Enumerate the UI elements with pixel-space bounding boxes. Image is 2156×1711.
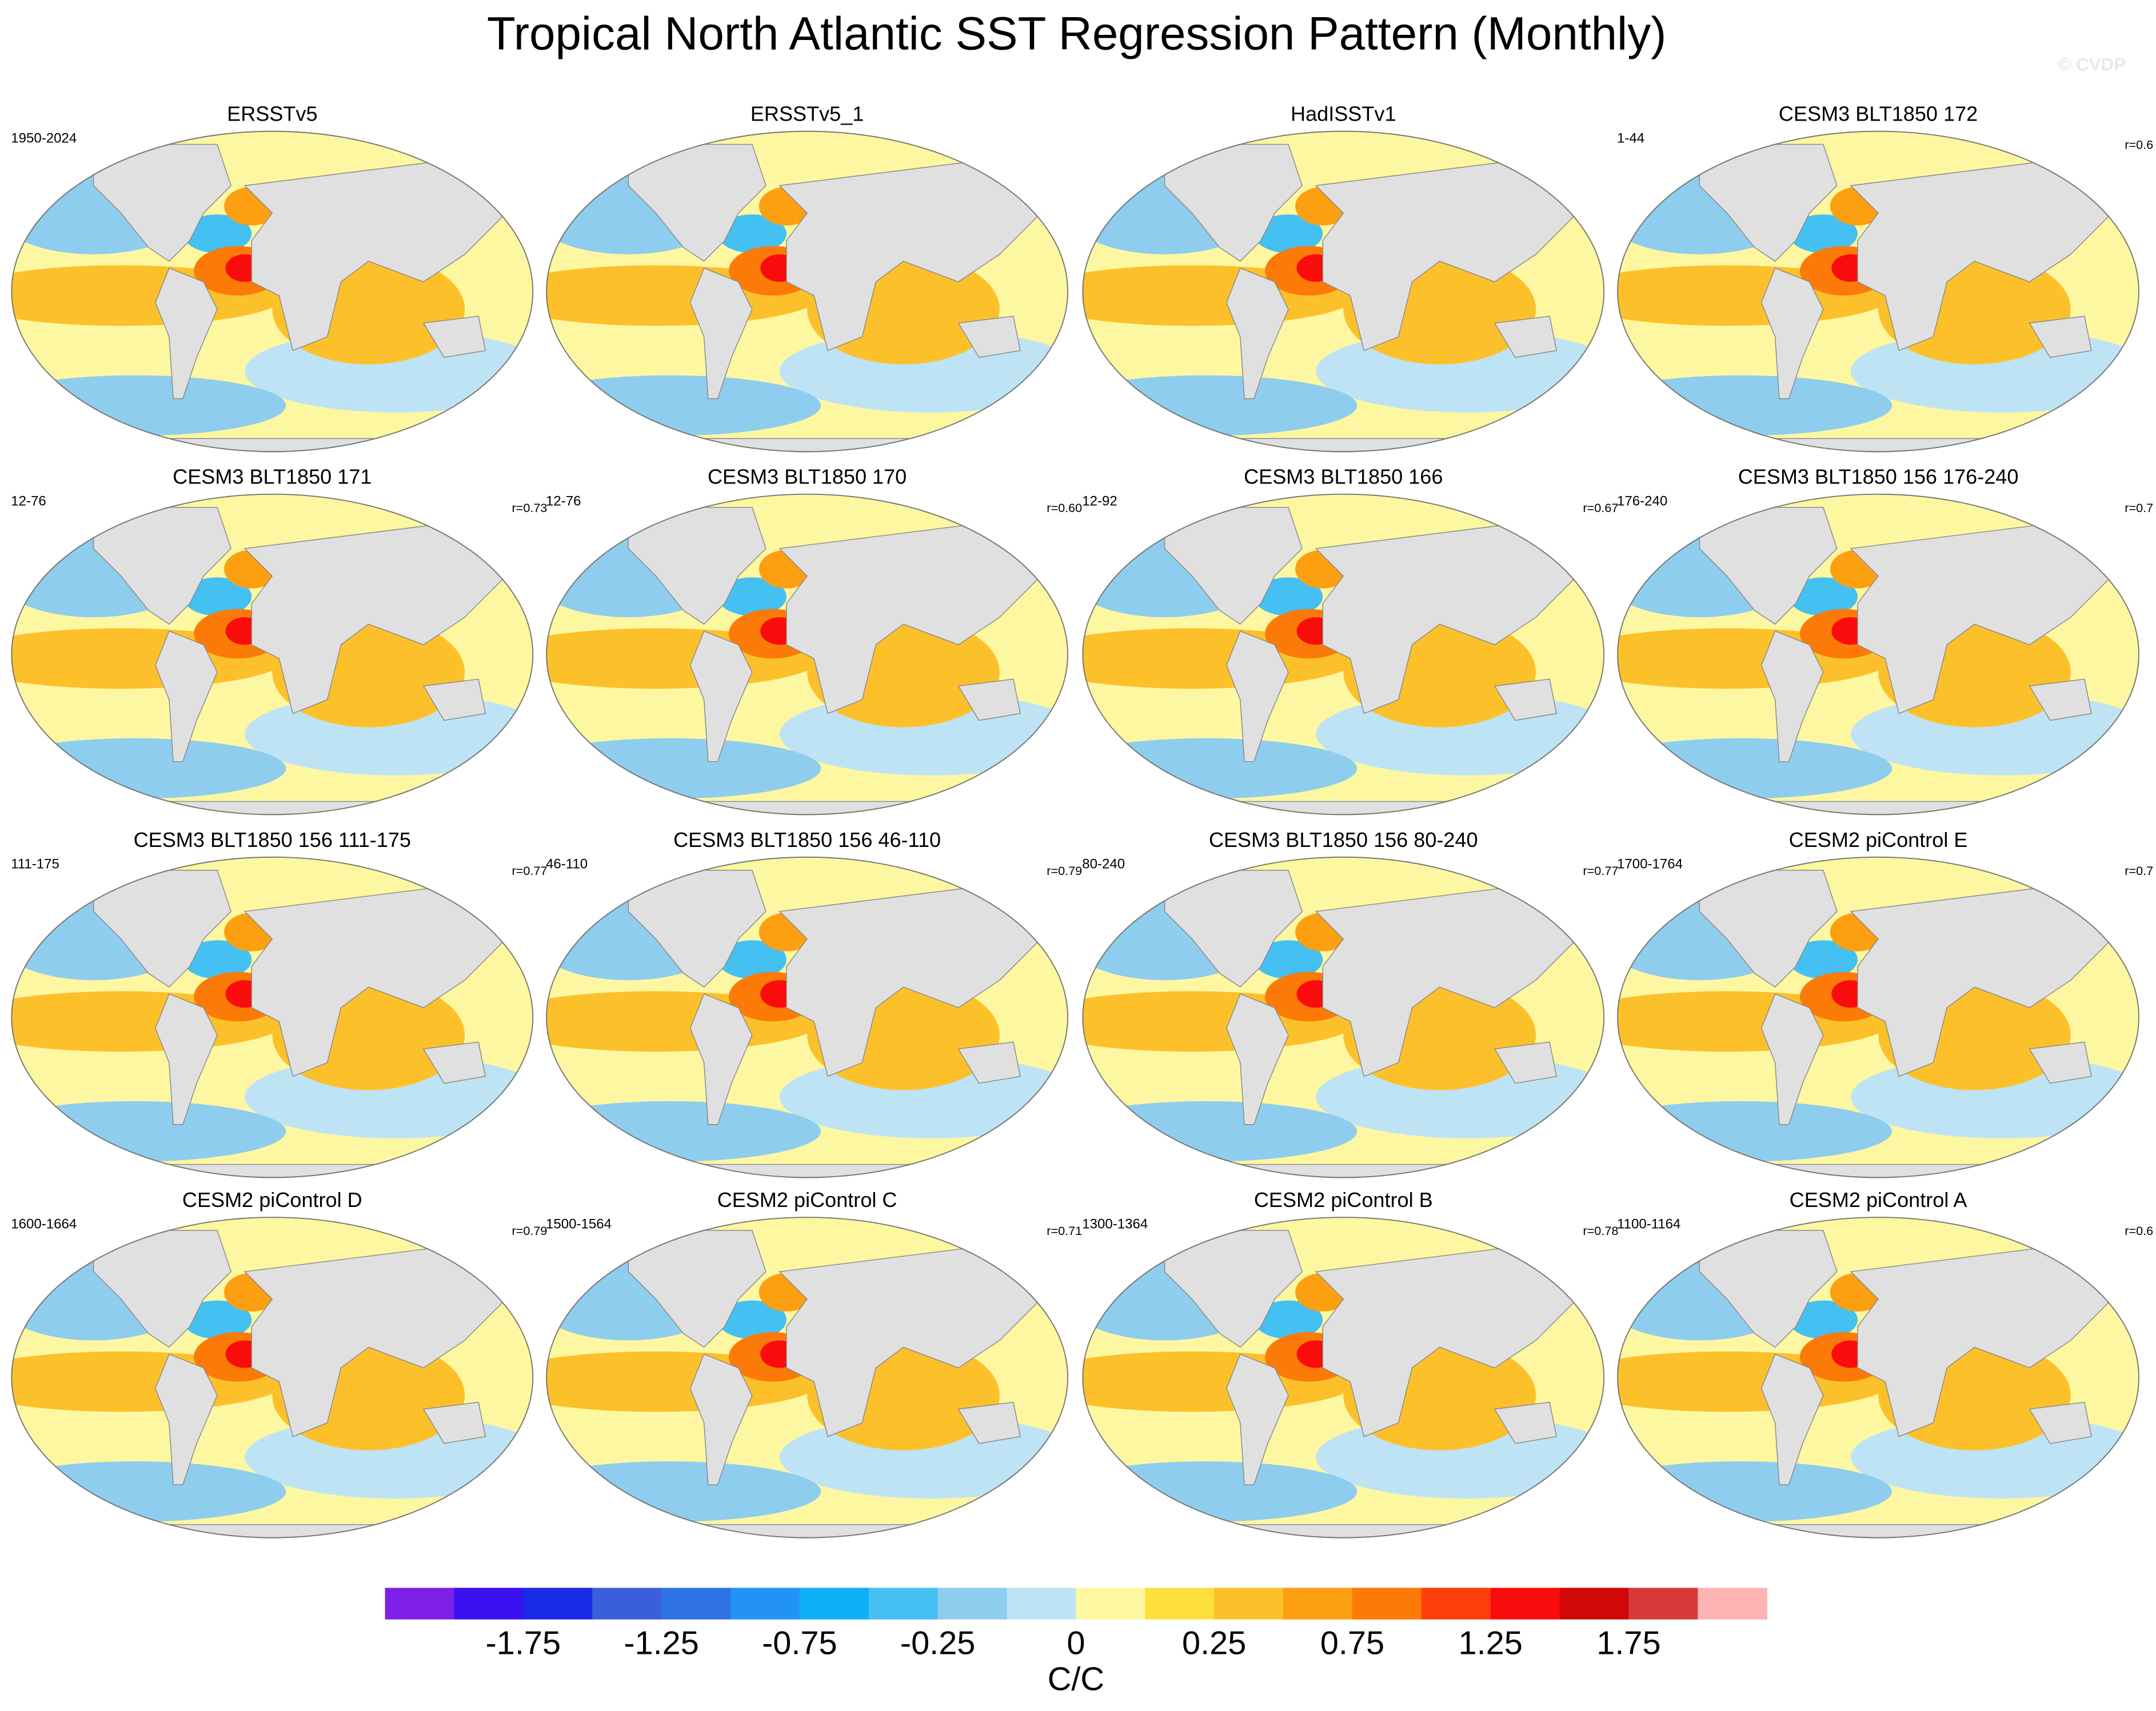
colorbar-box — [1076, 1588, 1145, 1620]
colorbar-box — [454, 1588, 524, 1620]
period-label: 12-92 — [1082, 493, 1117, 509]
correlation-label: r=0.7 — [2125, 864, 2153, 878]
colorbar-box — [523, 1588, 593, 1620]
correlation-label: r=0.78 — [1583, 1224, 1618, 1238]
colorbar-box — [1283, 1588, 1353, 1620]
period-label: 1-44 — [1617, 130, 1644, 146]
colorbar-box — [1490, 1588, 1560, 1620]
colorbar-box — [1628, 1588, 1699, 1620]
map — [491, 131, 1082, 453]
panel-title: CESM2 piControl A — [1790, 1188, 1967, 1212]
correlation-label: r=0.79 — [1047, 864, 1082, 878]
correlation-label: r=0.6 — [2125, 1224, 2153, 1238]
colorbar-box — [1698, 1588, 1767, 1620]
map — [0, 1217, 547, 1538]
colorbar-tick-label: 1.25 — [1459, 1625, 1523, 1662]
panel-title: CESM2 piControl D — [182, 1188, 362, 1212]
correlation-label: r=0.77 — [512, 864, 547, 878]
correlation-label: r=0.60 — [1047, 501, 1082, 515]
map — [491, 857, 1082, 1178]
correlation-label: r=0.7 — [2125, 501, 2153, 515]
panel-title: CESM3 BLT1850 171 — [173, 465, 372, 489]
period-label: 12-76 — [546, 493, 581, 509]
period-label: 1300-1364 — [1082, 1217, 1148, 1232]
colorbar-box — [1421, 1588, 1491, 1620]
figure-title: Tropical North Atlantic SST Regression P… — [487, 8, 1667, 60]
colorbar-tick-label: 0.25 — [1182, 1625, 1246, 1662]
colorbar-box — [799, 1588, 869, 1620]
map — [1562, 131, 2153, 453]
period-label: 12-76 — [11, 493, 46, 509]
panel-title: CESM3 BLT1850 170 — [708, 465, 907, 489]
colorbar-tick-label: 0.75 — [1320, 1625, 1384, 1662]
map — [1027, 131, 1618, 453]
panel-title: ERSSTv5_1 — [750, 102, 864, 126]
colorbar-label: C/C — [1048, 1661, 1104, 1697]
map — [1562, 1217, 2153, 1538]
map — [0, 131, 547, 453]
colorbar-tick-label: 0 — [1067, 1625, 1085, 1662]
panel-title: CESM3 BLT1850 156 80-240 — [1209, 828, 1478, 851]
panel-title: HadISSTv1 — [1291, 102, 1396, 126]
period-label: 1950-2024 — [11, 130, 77, 146]
panel-title: CESM2 piControl E — [1789, 828, 1968, 851]
map — [491, 494, 1082, 815]
colorbar-box — [385, 1588, 455, 1620]
colorbar-box — [592, 1588, 662, 1620]
colorbar-tick-label: 1.75 — [1596, 1625, 1660, 1662]
period-label: 46-110 — [546, 856, 588, 872]
map — [0, 857, 547, 1178]
colorbar-box — [661, 1588, 731, 1620]
panel-title: CESM3 BLT1850 172 — [1779, 102, 1978, 126]
colorbar-tick-label: -0.75 — [762, 1625, 837, 1662]
panel-title: CESM3 BLT1850 156 176-240 — [1738, 465, 2019, 489]
period-label: 1500-1564 — [546, 1217, 612, 1232]
correlation-label: r=0.67 — [1583, 501, 1618, 515]
correlation-label: r=0.79 — [512, 1224, 547, 1238]
period-label: 176-240 — [1617, 493, 1667, 509]
correlation-label: r=0.73 — [512, 501, 547, 515]
map — [1562, 857, 2153, 1178]
colorbar-box — [937, 1588, 1008, 1620]
colorbar-box — [1352, 1588, 1422, 1620]
colorbar-box — [1007, 1588, 1077, 1620]
correlation-label: r=0.71 — [1047, 1224, 1082, 1238]
colorbar-box — [868, 1588, 939, 1620]
period-label: 111-175 — [11, 856, 59, 872]
panel-title: CESM2 piControl B — [1254, 1188, 1433, 1212]
colorbar-box — [730, 1588, 800, 1620]
map — [0, 494, 547, 815]
map — [1027, 494, 1618, 815]
colorbar-box — [1145, 1588, 1215, 1620]
colorbar-box — [1214, 1588, 1284, 1620]
map — [1027, 1217, 1618, 1538]
period-label: 1700-1764 — [1617, 856, 1683, 872]
period-label: 1100-1164 — [1617, 1217, 1680, 1232]
map — [1027, 857, 1618, 1178]
colorbar-box — [1559, 1588, 1630, 1620]
panel-title: CESM3 BLT1850 156 46-110 — [673, 828, 941, 851]
watermark: © CVDP — [2058, 55, 2126, 75]
colorbar-tick-label: -0.25 — [900, 1625, 976, 1662]
correlation-label: r=0.6 — [2125, 138, 2153, 152]
correlation-label: r=0.77 — [1583, 864, 1618, 878]
map — [1562, 494, 2153, 815]
map — [491, 1217, 1082, 1538]
period-label: 80-240 — [1082, 856, 1125, 872]
panel-title: CESM3 BLT1850 166 — [1244, 465, 1443, 489]
colorbar-tick-label: -1.25 — [624, 1625, 699, 1662]
colorbar-tick-label: -1.75 — [486, 1625, 561, 1662]
panel-title: CESM2 piControl C — [717, 1188, 897, 1212]
panel-title: ERSSTv5 — [227, 102, 317, 126]
period-label: 1600-1664 — [11, 1217, 77, 1232]
panel-title: CESM3 BLT1850 156 111-175 — [134, 828, 411, 851]
